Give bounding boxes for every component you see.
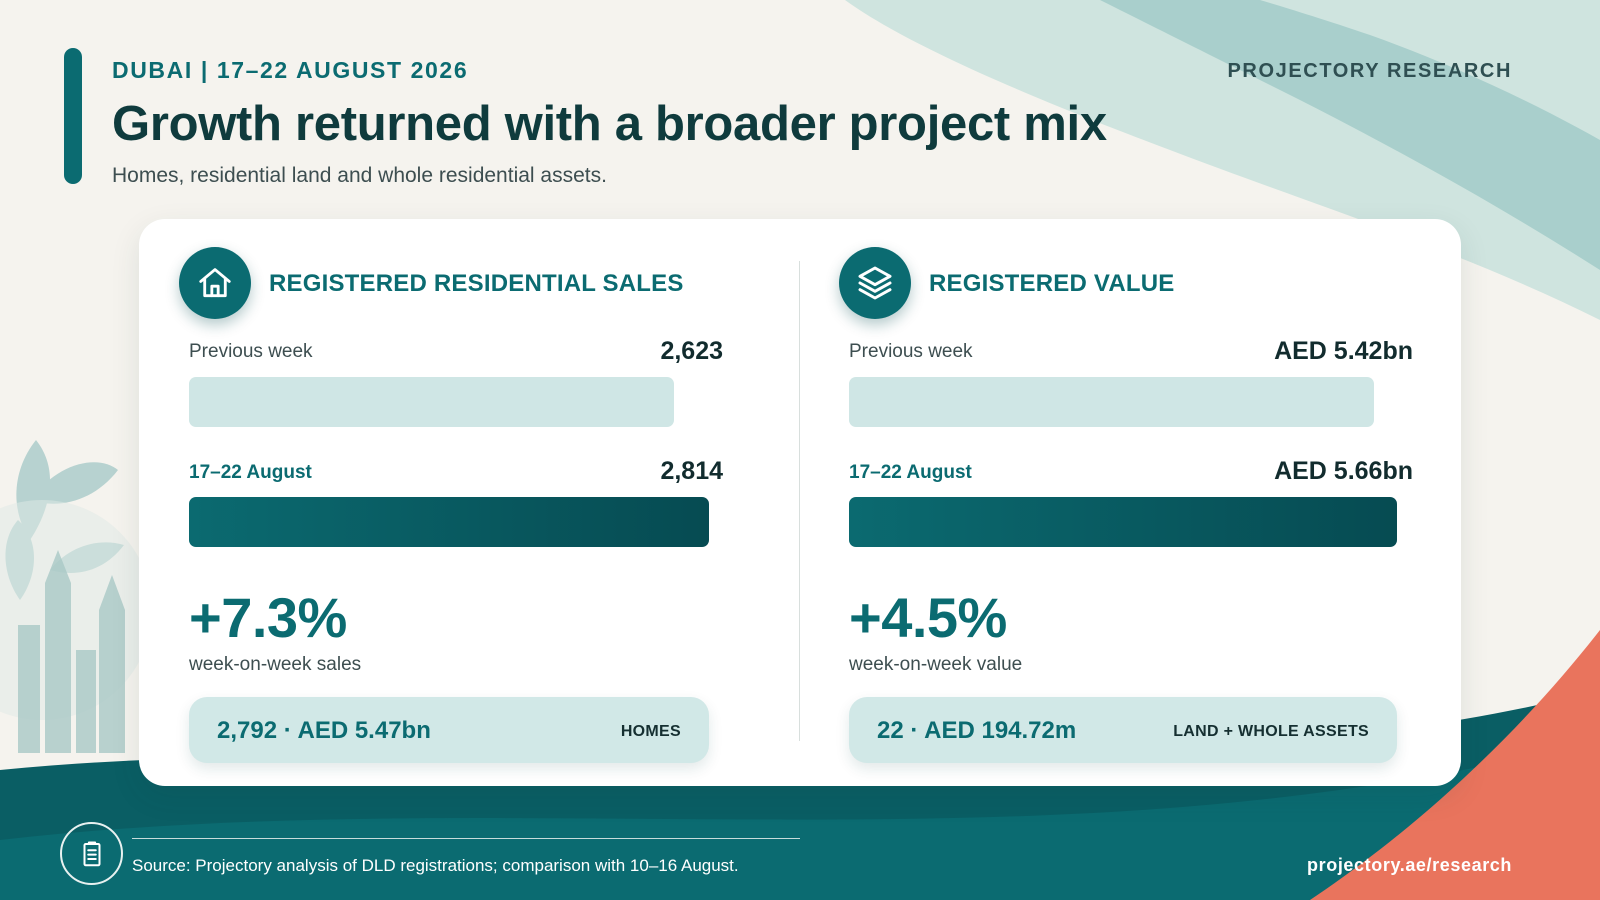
sales-previous-label: Previous week bbox=[189, 341, 313, 362]
value-panel: REGISTERED VALUE Previous week AED 5.42b… bbox=[839, 219, 1413, 786]
sales-breakdown-pill: 2,792 · AED 5.47bn HOMES bbox=[189, 697, 709, 763]
value-change-label: week-on-week value bbox=[849, 654, 1023, 675]
sales-change-label: week-on-week sales bbox=[189, 654, 362, 675]
value-current-value: AED 5.66bn bbox=[1274, 457, 1413, 485]
sales-panel: REGISTERED RESIDENTIAL SALES Previous we… bbox=[179, 219, 739, 786]
sales-change-percent: +7.3% bbox=[189, 586, 347, 649]
brand-name: PROJECTORY RESEARCH bbox=[1227, 60, 1512, 82]
layers-icon bbox=[839, 247, 911, 319]
sales-current-value: 2,814 bbox=[660, 457, 723, 485]
clipboard-icon bbox=[60, 822, 123, 885]
footer-rule bbox=[132, 838, 800, 839]
sales-previous-bar bbox=[189, 377, 674, 427]
footer-url[interactable]: projectory.ae/research bbox=[1307, 855, 1512, 875]
value-previous-value: AED 5.42bn bbox=[1274, 337, 1413, 365]
stats-card: REGISTERED RESIDENTIAL SALES Previous we… bbox=[139, 219, 1461, 786]
page-subtitle: Homes, residential land and whole reside… bbox=[112, 164, 607, 187]
sales-breakdown-value: 2,792 · AED 5.47bn bbox=[217, 717, 431, 744]
value-panel-title: REGISTERED VALUE bbox=[929, 270, 1175, 297]
house-icon bbox=[179, 247, 251, 319]
sales-breakdown-tag: HOMES bbox=[620, 723, 681, 740]
sales-current-bar bbox=[189, 497, 709, 547]
value-change-percent: +4.5% bbox=[849, 586, 1007, 649]
value-previous-track bbox=[849, 377, 1397, 427]
header-accent-bar bbox=[64, 48, 82, 184]
header-kicker: DUBAI | 17–22 AUGUST 2026 bbox=[112, 57, 469, 83]
card-divider bbox=[799, 261, 800, 741]
value-breakdown-value: 22 · AED 194.72m bbox=[877, 717, 1077, 744]
page-title: Growth returned with a broader project m… bbox=[112, 97, 1107, 151]
sales-panel-title: REGISTERED RESIDENTIAL SALES bbox=[269, 270, 684, 297]
value-previous-label: Previous week bbox=[849, 341, 973, 362]
sales-previous-value: 2,623 bbox=[660, 337, 723, 365]
sales-previous-track bbox=[189, 377, 709, 427]
value-current-bar bbox=[849, 497, 1397, 547]
value-breakdown-tag: LAND + WHOLE ASSETS bbox=[1173, 723, 1369, 740]
sales-current-track bbox=[189, 497, 709, 547]
value-current-track bbox=[849, 497, 1397, 547]
value-previous-bar bbox=[849, 377, 1374, 427]
source-note: Source: Projectory analysis of DLD regis… bbox=[132, 856, 739, 875]
value-breakdown-pill: 22 · AED 194.72m LAND + WHOLE ASSETS bbox=[849, 697, 1397, 763]
sales-current-label: 17–22 August bbox=[189, 462, 312, 483]
value-current-label: 17–22 August bbox=[849, 462, 972, 483]
